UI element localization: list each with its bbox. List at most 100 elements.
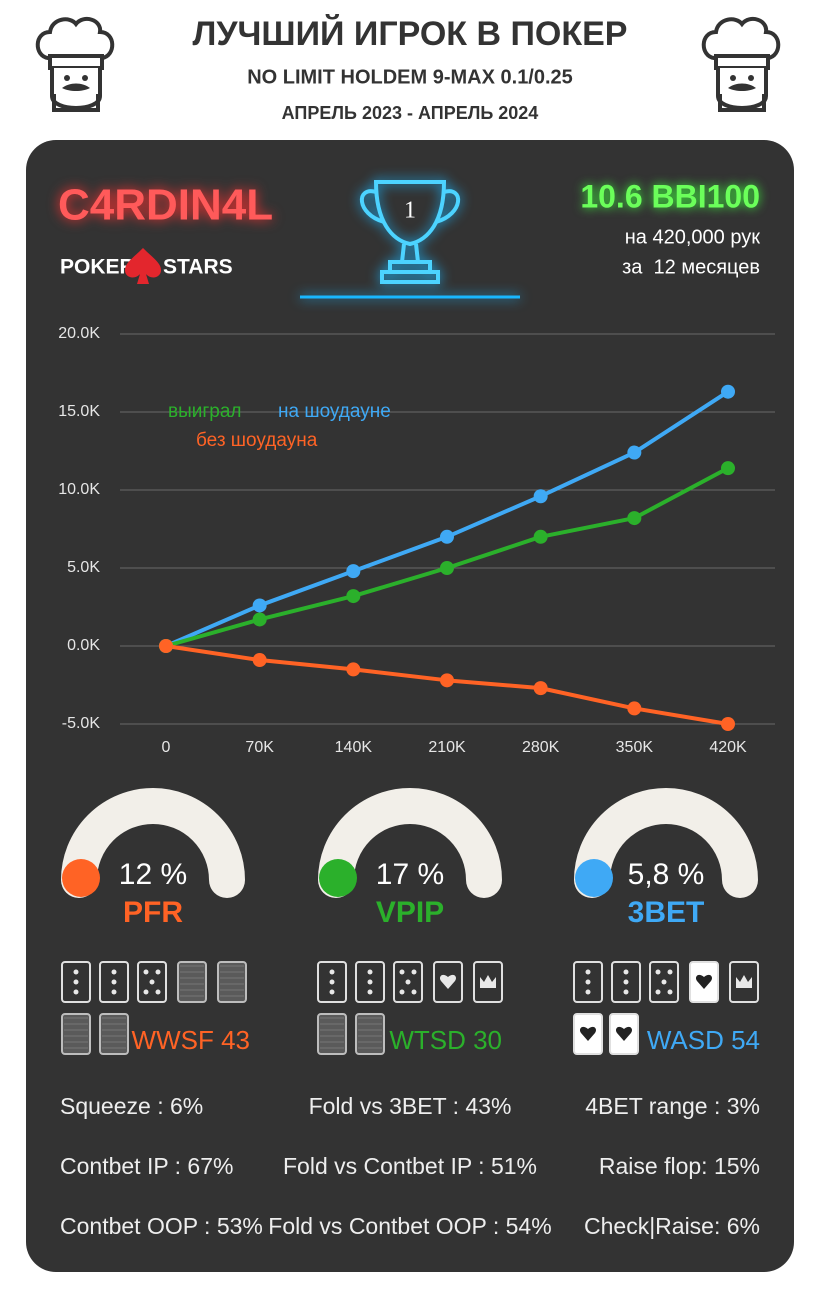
x-tick-label: 420K — [709, 739, 747, 756]
gauge-value: 17 % — [376, 858, 444, 891]
card — [649, 961, 679, 1003]
room-left: POKER — [60, 256, 135, 279]
x-tick-label: 210K — [428, 739, 466, 756]
pip — [155, 969, 161, 975]
pip — [623, 989, 629, 995]
months: за 12 месяцев — [622, 256, 760, 278]
period: АПРЕЛЬ 2023 - АПРЕЛЬ 2024 — [282, 103, 539, 123]
gauge-arc — [61, 788, 245, 898]
y-tick-label: 10.0K — [58, 481, 100, 498]
stat: Fold vs Contbet IP : 51% — [283, 1153, 537, 1179]
card — [137, 961, 167, 1003]
spade-logo — [125, 248, 161, 284]
point — [252, 598, 267, 613]
gauge-dot — [575, 859, 613, 897]
player-name: C4RDIN4L — [58, 181, 273, 230]
pip — [73, 969, 79, 975]
legend-entry: выиграл — [168, 401, 242, 422]
point — [346, 564, 361, 579]
point — [440, 561, 454, 575]
point — [721, 384, 735, 399]
stat: 4BET range : 3% — [585, 1093, 760, 1119]
chef-icon — [35, 16, 115, 112]
y-tick-label: 15.0K — [58, 403, 100, 420]
pip — [667, 969, 673, 975]
pip — [73, 989, 79, 995]
pip — [111, 969, 117, 975]
stat: Squeeze : 6% — [60, 1093, 203, 1119]
card — [355, 1013, 385, 1055]
stat: Fold vs 3BET : 43% — [309, 1093, 512, 1119]
pip — [329, 979, 335, 985]
stat: Check|Raise: 6% — [584, 1213, 760, 1239]
gauge-label: PFR — [123, 896, 183, 929]
card — [729, 961, 759, 1003]
x-tick-label: 350K — [616, 739, 654, 756]
card-stat: WTSD 30 — [389, 1025, 502, 1055]
gauge-dot — [319, 859, 357, 897]
gauge-arc — [318, 788, 502, 898]
card-stat: WWSF 43 — [132, 1025, 250, 1055]
heart — [579, 1026, 597, 1041]
pip — [111, 979, 117, 985]
card — [433, 961, 463, 1003]
card — [573, 961, 603, 1003]
winrate: 10.6 BBI100 — [580, 178, 760, 214]
card — [573, 1013, 603, 1055]
card-stat: WASD 54 — [647, 1025, 760, 1055]
pip — [585, 969, 591, 975]
pip — [585, 979, 591, 985]
card — [317, 961, 347, 1003]
pip — [585, 989, 591, 995]
point — [440, 673, 454, 688]
point — [533, 489, 548, 504]
card — [611, 961, 641, 1003]
y-tick-label: 5.0K — [67, 559, 100, 576]
point — [533, 529, 548, 544]
pip — [655, 969, 661, 975]
pip — [661, 979, 667, 985]
card — [61, 1013, 91, 1055]
heart — [439, 974, 457, 989]
trophy — [300, 180, 520, 299]
pip — [367, 969, 373, 975]
x-tick-label: 70K — [245, 739, 274, 756]
stat: Raise flop: 15% — [599, 1153, 760, 1179]
stat: Contbet IP : 67% — [60, 1153, 233, 1179]
heart — [615, 1026, 633, 1041]
stat: Contbet OOP : 53% — [60, 1213, 263, 1239]
gauge-arc — [574, 788, 758, 898]
legend-entry: на шоудауне — [278, 401, 391, 422]
point — [252, 612, 267, 627]
heart — [695, 974, 713, 989]
pip — [399, 989, 405, 995]
crown — [736, 975, 752, 988]
pip — [73, 979, 79, 985]
card — [355, 961, 385, 1003]
card — [99, 961, 129, 1003]
gauge-label: VPIP — [376, 896, 444, 929]
card — [99, 1013, 129, 1055]
card — [61, 961, 91, 1003]
point — [440, 529, 454, 544]
point — [346, 589, 361, 604]
card — [177, 961, 207, 1003]
point — [159, 639, 173, 653]
point — [533, 681, 548, 696]
card — [217, 961, 247, 1003]
pip — [367, 989, 373, 995]
pip — [143, 969, 149, 975]
legend-entry: без шоудауна — [196, 430, 318, 451]
pip — [655, 989, 661, 995]
point — [252, 653, 267, 668]
rank: 1 — [404, 198, 416, 224]
card — [609, 1013, 639, 1055]
pip — [623, 979, 629, 985]
card — [473, 961, 503, 1003]
pip — [667, 989, 673, 995]
pip — [399, 969, 405, 975]
pip — [411, 969, 417, 975]
gauge-dot — [62, 859, 100, 897]
